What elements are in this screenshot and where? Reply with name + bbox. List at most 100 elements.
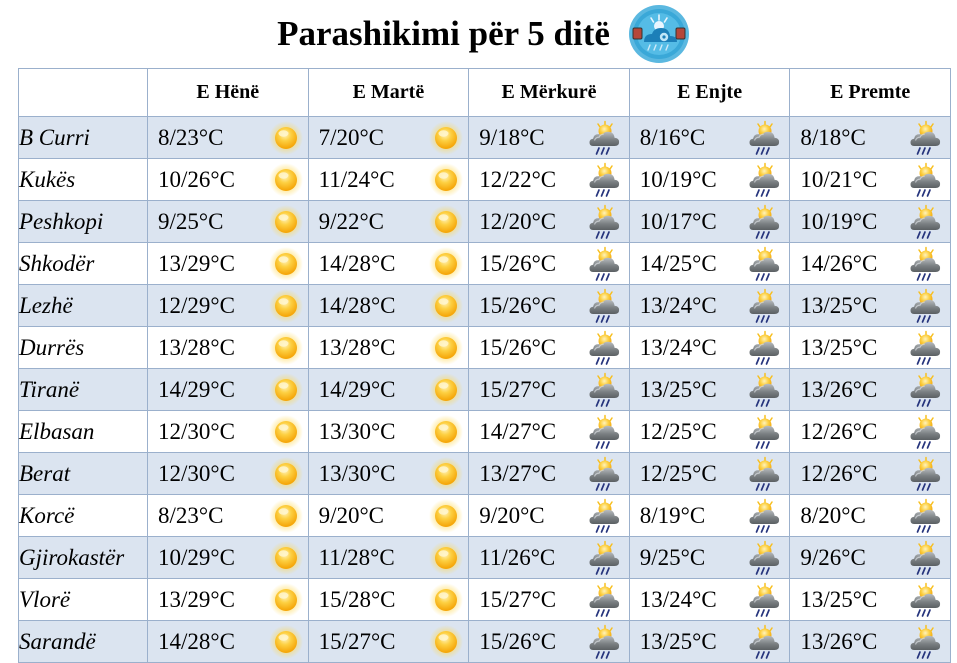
forecast-cell-content: 15/26°C (469, 327, 629, 368)
temperature-value: 9/18°C (479, 124, 545, 150)
sun-behind-rain-cloud-icon (906, 456, 950, 492)
forecast-cell: 13/27°C (468, 452, 630, 495)
forecast-cell-content: 14/29°C (309, 369, 469, 410)
forecast-cell-content: 13/30°C (309, 453, 469, 494)
temperature-value: 9/22°C (318, 208, 385, 234)
forecast-table-body: B Curri 8/23°C 7/20°C 9/18°C 8/16°C 8/18°C Kuk… (18, 116, 951, 663)
city-name-cell: Korcë (18, 494, 148, 537)
forecast-cell: 10/19°C (789, 200, 951, 243)
sun-icon (424, 288, 468, 324)
forecast-cell: 10/17°C (628, 200, 791, 243)
sun-icon (424, 414, 468, 450)
city-name-cell: Kukës (18, 158, 148, 201)
forecast-cell-content: 12/26°C (790, 411, 950, 452)
forecast-cell-content: 10/19°C (630, 159, 790, 200)
table-header-row: E Hënë E Martë E Mërkurë E Enjte E Premt… (18, 68, 951, 117)
forecast-cell: 8/23°C (147, 494, 309, 537)
forecast-cell: 9/25°C (147, 200, 309, 243)
temperature-value: 10/19°C (800, 208, 878, 234)
forecast-cell-content: 13/28°C (148, 327, 308, 368)
forecast-cell: 13/25°C (789, 578, 951, 621)
sun-behind-rain-cloud-icon (585, 498, 629, 534)
temperature-value: 14/27°C (479, 418, 557, 444)
forecast-cell: 10/21°C (789, 158, 951, 201)
temperature-value: 12/26°C (800, 418, 878, 444)
forecast-cell: 14/29°C (307, 368, 470, 411)
forecast-cell-content: 14/29°C (148, 369, 308, 410)
forecast-cell: 15/27°C (468, 578, 630, 621)
temperature-value: 8/16°C (639, 124, 706, 150)
sun-icon (424, 540, 468, 576)
forecast-cell-content: 13/28°C (309, 327, 469, 368)
sun-behind-rain-cloud-icon (585, 624, 629, 660)
temperature-value: 11/26°C (479, 544, 556, 570)
forecast-cell: 10/19°C (628, 158, 791, 201)
forecast-cell: 15/26°C (468, 284, 630, 327)
forecast-cell: 8/20°C (789, 494, 951, 537)
forecast-cell-content: 14/25°C (630, 243, 790, 284)
meteo-institute-emblem-icon (628, 4, 690, 64)
forecast-cell: 13/30°C (307, 410, 470, 453)
temperature-value: 13/28°C (318, 334, 396, 360)
forecast-cell: 12/29°C (147, 284, 309, 327)
sun-behind-rain-cloud-icon (906, 288, 950, 324)
forecast-cell: 12/25°C (628, 410, 791, 453)
sun-icon (424, 330, 468, 366)
sun-behind-rain-cloud-icon (745, 456, 789, 492)
sun-behind-rain-cloud-icon (585, 120, 629, 156)
temperature-value: 13/30°C (318, 460, 396, 486)
temperature-value: 13/25°C (639, 628, 717, 654)
forecast-cell-content: 13/26°C (790, 621, 950, 662)
forecast-cell-content: 13/25°C (790, 285, 950, 326)
forecast-cell-content: 12/20°C (469, 201, 629, 242)
sun-behind-rain-cloud-icon (906, 414, 950, 450)
city-name-cell: Elbasan (18, 410, 148, 453)
forecast-cell-content: 15/26°C (469, 285, 629, 326)
temperature-value: 13/30°C (318, 418, 396, 444)
forecast-table-container: E Hënë E Martë E Mërkurë E Enjte E Premt… (0, 68, 957, 663)
forecast-cell-content: 14/28°C (309, 243, 469, 284)
temperature-value: 12/30°C (158, 460, 235, 486)
temperature-value: 14/28°C (158, 628, 235, 654)
sun-behind-rain-cloud-icon (745, 372, 789, 408)
sun-behind-rain-cloud-icon (906, 120, 950, 156)
forecast-cell-content: 12/22°C (469, 159, 629, 200)
forecast-cell-content: 9/25°C (148, 201, 308, 242)
temperature-value: 12/22°C (479, 166, 557, 192)
sun-icon (264, 246, 308, 282)
forecast-cell-content: 8/16°C (630, 117, 790, 158)
forecast-cell: 12/30°C (147, 452, 309, 495)
forecast-cell: 13/26°C (789, 368, 951, 411)
forecast-cell: 13/29°C (147, 242, 309, 285)
sun-behind-rain-cloud-icon (745, 204, 789, 240)
city-name-cell: Gjirokastër (18, 536, 148, 579)
forecast-cell: 13/29°C (147, 578, 309, 621)
temperature-value: 8/23°C (158, 124, 224, 150)
forecast-cell-content: 13/24°C (630, 327, 790, 368)
temperature-value: 13/25°C (639, 376, 717, 402)
sun-behind-rain-cloud-icon (585, 582, 629, 618)
temperature-value: 9/25°C (158, 208, 224, 234)
table-row: Elbasan 12/30°C 13/30°C 14/27°C 12/25°C 12/26… (18, 410, 951, 453)
forecast-cell: 12/26°C (789, 410, 951, 453)
city-name-cell: Peshkopi (18, 200, 148, 243)
city-name-cell: Shkodër (18, 242, 148, 285)
temperature-value: 12/20°C (479, 208, 557, 234)
forecast-cell: 14/29°C (147, 368, 309, 411)
sun-behind-rain-cloud-icon (745, 288, 789, 324)
table-row: Peshkopi 9/25°C 9/22°C 12/20°C 10/17°C 10/19°… (18, 200, 951, 243)
forecast-cell-content: 11/28°C (309, 537, 469, 578)
temperature-value: 15/28°C (318, 586, 396, 612)
forecast-cell-content: 15/26°C (469, 243, 629, 284)
sun-behind-rain-cloud-icon (906, 498, 950, 534)
temperature-value: 15/27°C (479, 376, 557, 402)
forecast-cell: 14/27°C (468, 410, 630, 453)
temperature-value: 15/26°C (479, 334, 557, 360)
forecast-cell-content: 10/21°C (790, 159, 950, 200)
sun-behind-rain-cloud-icon (585, 288, 629, 324)
forecast-cell: 13/26°C (789, 620, 951, 663)
temperature-value: 10/21°C (800, 166, 878, 192)
temperature-value: 14/28°C (318, 250, 396, 276)
page-header: Parashikimi për 5 ditë (0, 0, 957, 68)
temperature-value: 13/25°C (800, 334, 878, 360)
